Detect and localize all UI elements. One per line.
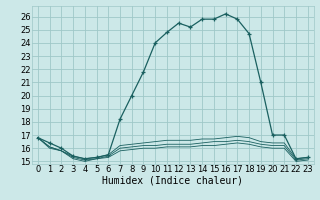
X-axis label: Humidex (Indice chaleur): Humidex (Indice chaleur): [102, 176, 243, 186]
